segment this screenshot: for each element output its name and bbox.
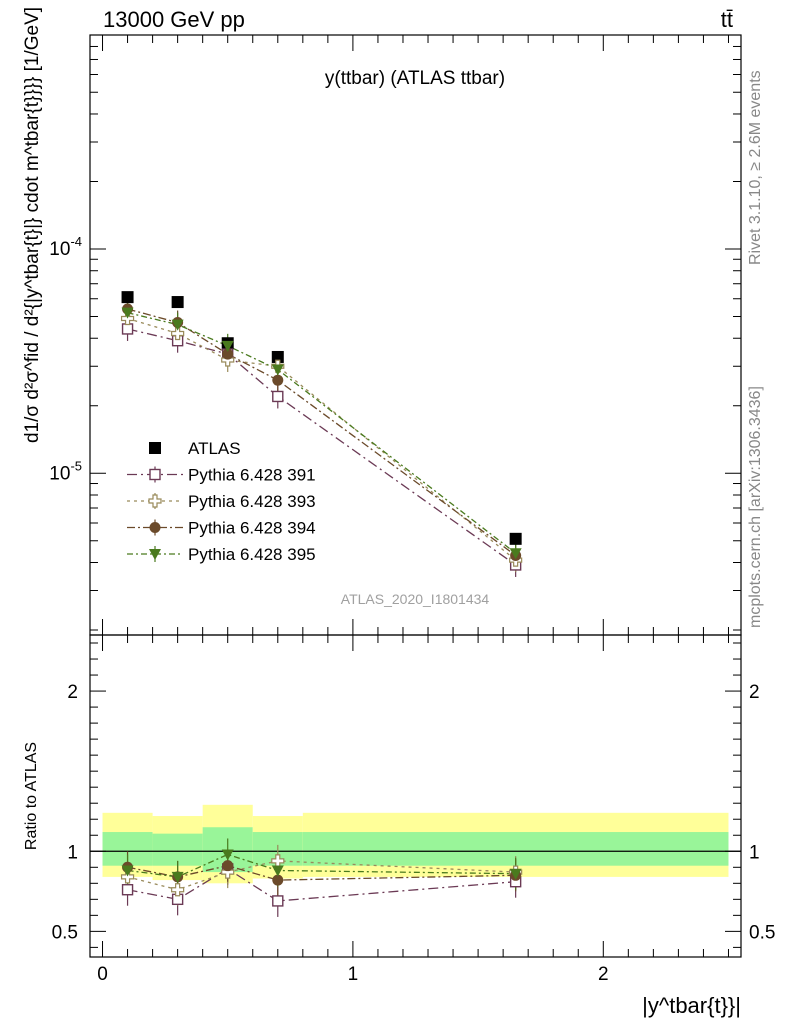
legend-marker	[149, 442, 161, 454]
legend-marker	[149, 549, 161, 560]
data-point	[171, 296, 184, 309]
ratio-ticks: 0 1 2 0.5 0.5 1 1 2 2	[52, 635, 775, 985]
data-point	[222, 348, 234, 360]
data-point	[509, 548, 522, 560]
data-point	[271, 350, 284, 363]
main-series-points	[120, 291, 523, 571]
series-line	[127, 328, 517, 566]
ratio-data-point	[272, 895, 284, 907]
legend-label: Pythia 6.428 391	[188, 466, 316, 485]
ratio-y-tick-label: 0.5	[52, 922, 78, 943]
x-tick-label: 2	[598, 964, 609, 985]
ratio-y-tick-label-right: 0.5	[749, 922, 775, 943]
ratio-y-tick-label: 1	[67, 842, 78, 863]
series-line	[127, 308, 517, 556]
ratio-data-point	[272, 874, 284, 886]
ratio-y-tick-label: 2	[67, 682, 78, 703]
main-series-lines	[126, 297, 517, 577]
header-right: tt̄	[721, 7, 733, 32]
ratio-data-point	[271, 865, 284, 877]
data-point	[509, 532, 522, 545]
data-point	[121, 291, 134, 304]
ratio-series-line	[127, 853, 516, 878]
ratio-series-points	[120, 849, 523, 907]
mcplots-credit: mcplots.cern.ch [arXiv:1306.3436]	[747, 386, 764, 628]
ratio-data-point	[121, 865, 134, 877]
ratio-y-tick-label-right: 2	[749, 682, 760, 703]
legend-marker	[149, 468, 161, 481]
legend-label: Pythia 6.428 393	[188, 492, 316, 511]
y-tick-label: 10-5	[49, 458, 82, 484]
legend-label: Pythia 6.428 394	[188, 519, 316, 538]
data-point	[171, 326, 185, 341]
ratio-uncertainty-bands	[102, 804, 729, 884]
ratio-frame	[89, 634, 742, 958]
ratio-data-point	[171, 883, 185, 897]
inner-band	[152, 833, 203, 866]
header-left: 13000 GeV pp	[103, 7, 245, 32]
x-axis-label: |y^tbar{t}}|	[642, 993, 741, 1018]
data-point	[271, 364, 284, 376]
main-y-axis-label: d1/σ d²σ^fid / d²{|y^tbar{t}|} cdot m^tb…	[22, 7, 43, 443]
legend-label: ATLAS	[188, 439, 241, 458]
legend-marker	[148, 494, 162, 508]
data-point	[121, 307, 134, 319]
ratio-y-axis-label: Ratio to ATLAS	[23, 742, 40, 850]
x-tick-label: 0	[97, 964, 108, 985]
rivet-version: Rivet 3.1.10, ≥ 2.6M events	[747, 70, 764, 265]
ratio-data-point	[120, 870, 135, 884]
main-panel: 10-5 10-4 y(ttbar) (ATLAS ttbar) ATLAS_20…	[22, 7, 742, 636]
ratio-data-point	[221, 849, 234, 861]
legend-marker	[149, 522, 161, 533]
data-point	[121, 323, 134, 335]
ratio-y-tick-label-right: 1	[749, 842, 760, 863]
x-tick-label: 1	[348, 964, 359, 985]
ratio-data-point	[171, 871, 184, 883]
legend-label: Pythia 6.428 395	[188, 545, 316, 564]
data-point	[272, 390, 284, 403]
data-point	[272, 374, 284, 386]
ratio-data-point	[121, 884, 134, 896]
series-line	[127, 312, 517, 554]
analysis-watermark: ATLAS_2020_I1801434	[341, 591, 490, 607]
main-title: y(ttbar) (ATLAS ttbar)	[325, 68, 505, 89]
data-point	[171, 319, 184, 331]
ratio-data-point	[222, 860, 234, 872]
data-point	[221, 340, 234, 352]
legend: ATLAS Pythia 6.428 391 Pythia 6.428 393 Pyt…	[127, 439, 316, 564]
y-tick-label: 10-4	[49, 234, 82, 260]
ratio-panel: 0 1 2 0.5 0.5 1 1 2 2 Ratio to ATLAS |y^tbar{t}}…	[23, 634, 775, 1018]
ratio-data-point	[509, 868, 522, 880]
